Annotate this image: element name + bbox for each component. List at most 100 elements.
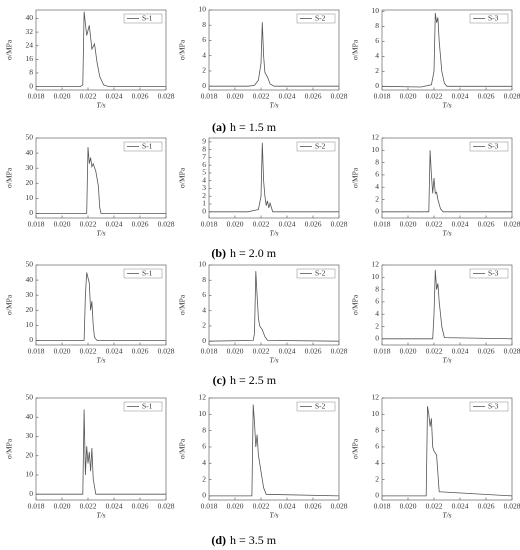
x-tick-label: 0.028	[504, 347, 520, 356]
y-tick-label: 2	[202, 474, 206, 483]
y-tick-label: 32	[26, 27, 34, 36]
x-tick-label: 0.026	[305, 92, 322, 101]
x-tick-label: 0.022	[80, 220, 97, 229]
plot-frame	[208, 9, 340, 91]
y-tick-label: 40	[26, 13, 34, 22]
y-tick-label: 10	[199, 260, 207, 269]
y-axis-label: σ/MPa	[178, 167, 187, 188]
x-tick-label: 0.024	[279, 92, 296, 101]
x-tick-label: 0.024	[106, 502, 123, 511]
x-tick-label: 0.018	[28, 220, 45, 229]
y-tick-label: 2	[375, 474, 379, 483]
y-tick-label: 12	[372, 260, 380, 269]
x-tick-label: 0.026	[132, 220, 149, 229]
x-tick-label: 0.026	[478, 347, 495, 356]
x-tick-label: 0.022	[426, 220, 443, 229]
series-line	[36, 11, 166, 87]
legend-box	[296, 13, 336, 24]
y-tick-label: 40	[26, 148, 34, 157]
series-line	[382, 406, 513, 497]
y-tick-label: 20	[26, 450, 34, 459]
x-axis-label: T/s	[269, 229, 278, 238]
x-tick-label: 0.022	[253, 92, 270, 101]
y-axis-label: σ/MPa	[5, 39, 14, 60]
x-tick-label: 0.022	[253, 502, 270, 511]
y-tick-label: 4	[375, 309, 379, 318]
plot-frame	[35, 137, 167, 219]
y-tick-label: 6	[202, 290, 206, 299]
x-tick-label: 0.026	[132, 347, 149, 356]
y-tick-label: 30	[26, 163, 34, 172]
y-tick-label: 0	[29, 81, 33, 90]
y-tick-label: 4	[202, 458, 206, 467]
x-tick-label: 0.020	[227, 347, 244, 356]
x-tick-label: 0.020	[227, 92, 244, 101]
y-tick-label: 0	[29, 335, 33, 344]
y-tick-label: 2	[202, 191, 206, 200]
caption-text: h = 1.5 m	[230, 120, 277, 134]
legend-label: S-2	[315, 142, 326, 151]
x-tick-label: 0.028	[158, 347, 175, 356]
plot-frame	[35, 397, 167, 501]
y-tick-label: 4	[202, 50, 206, 59]
legend-label: S-3	[488, 402, 499, 411]
y-tick-label: 10	[26, 193, 34, 202]
x-tick-label: 0.022	[80, 92, 97, 101]
y-tick-label: 40	[26, 412, 34, 421]
x-tick-label: 0.026	[305, 220, 322, 229]
legend-label: S-1	[142, 14, 153, 23]
x-tick-label: 0.026	[305, 347, 322, 356]
y-tick-label: 2	[375, 194, 379, 203]
y-axis-label: σ/MPa	[351, 39, 360, 60]
x-tick-label: 0.020	[400, 220, 417, 229]
x-axis-label: T/s	[96, 229, 105, 238]
x-tick-label: 0.024	[452, 502, 469, 511]
legend-label: S-1	[142, 269, 153, 278]
y-tick-label: 2	[202, 66, 206, 75]
series-line	[209, 404, 340, 497]
y-tick-label: 8	[375, 425, 379, 434]
legend-box	[123, 268, 163, 279]
y-tick-label: 2	[375, 321, 379, 330]
x-tick-label: 0.018	[28, 502, 45, 511]
y-axis-label: σ/MPa	[178, 39, 187, 60]
x-axis-label: T/s	[269, 356, 278, 365]
x-tick-label: 0.020	[227, 220, 244, 229]
y-tick-label: 20	[26, 305, 34, 314]
x-tick-label: 0.024	[106, 347, 123, 356]
x-tick-label: 0.018	[28, 347, 45, 356]
x-tick-label: 0.028	[158, 502, 175, 511]
y-tick-label: 8	[202, 20, 206, 29]
x-tick-label: 0.026	[132, 502, 149, 511]
x-tick-label: 0.018	[374, 347, 391, 356]
x-tick-label: 0.020	[54, 502, 71, 511]
x-tick-label: 0.024	[452, 92, 469, 101]
y-tick-label: 12	[199, 393, 207, 402]
x-tick-label: 0.026	[478, 92, 495, 101]
x-axis-label: T/s	[442, 511, 451, 520]
y-tick-label: 1	[202, 199, 206, 208]
y-tick-label: 10	[26, 470, 34, 479]
caption-label: (a)	[212, 120, 226, 134]
y-tick-label: 6	[375, 170, 379, 179]
y-tick-label: 8	[202, 425, 206, 434]
x-axis-label: T/s	[96, 356, 105, 365]
y-tick-label: 8	[202, 275, 206, 284]
y-tick-label: 10	[26, 320, 34, 329]
x-tick-label: 0.024	[279, 502, 296, 511]
x-axis-label: T/s	[442, 229, 451, 238]
y-tick-label: 6	[202, 35, 206, 44]
caption-text: h = 2.5 m	[230, 373, 277, 387]
x-tick-label: 0.018	[201, 92, 218, 101]
legend-box	[469, 268, 509, 279]
x-tick-label: 0.022	[253, 220, 270, 229]
legend-box	[123, 13, 163, 24]
series-line	[382, 150, 512, 213]
y-tick-label: 10	[372, 409, 380, 418]
x-tick-label: 0.028	[158, 220, 175, 229]
y-tick-label: 16	[26, 54, 34, 63]
x-axis-label: T/s	[96, 511, 105, 520]
x-tick-label: 0.018	[201, 347, 218, 356]
y-tick-label: 50	[26, 133, 34, 142]
y-tick-label: 10	[199, 5, 207, 14]
